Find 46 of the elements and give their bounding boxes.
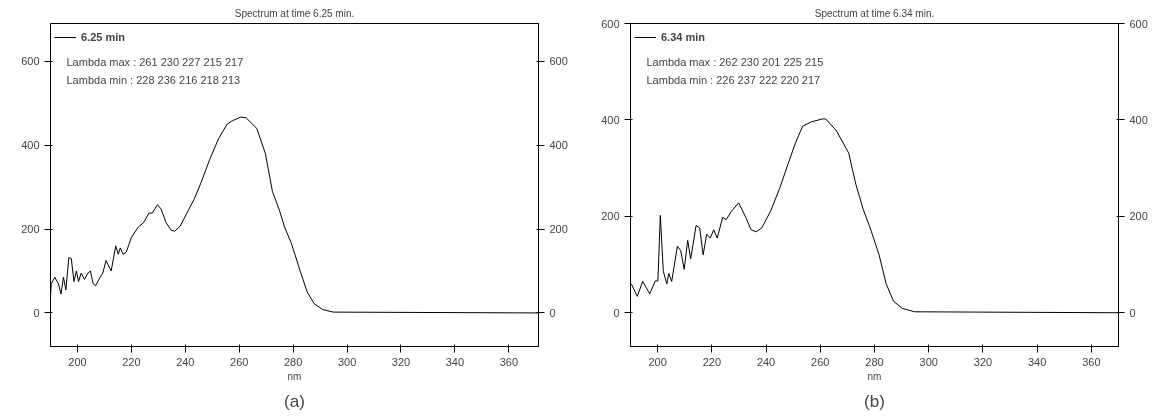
annotation: Lambda max : 261 230 227 215 217 [66, 56, 244, 69]
y2-tick-label: 0 [1129, 306, 1136, 319]
x-tick-label: 220 [122, 355, 141, 368]
y2-tick-label: 200 [1129, 210, 1148, 223]
annotation: Lambda max : 262 230 201 225 215 [646, 56, 824, 69]
x-tick-label: 300 [919, 355, 938, 368]
y2-tick-label: 600 [1129, 17, 1148, 30]
x-tick-label: 320 [391, 355, 411, 368]
chart-title: Spectrum at time 6.25 min. [234, 7, 355, 19]
x-tick-label: 360 [1082, 355, 1101, 368]
y-tick-label: 600 [21, 55, 40, 68]
x-axis-title: nm [867, 370, 882, 382]
x-tick-label: 200 [68, 355, 87, 368]
y-tick-label: 400 [601, 113, 620, 126]
x-tick-label: 360 [499, 355, 519, 368]
annotation: Lambda min : 226 237 222 220 217 [646, 74, 821, 87]
x-tick-label: 200 [648, 355, 667, 368]
x-tick-label: 260 [811, 355, 830, 368]
text: (b) [864, 391, 885, 411]
x-tick-label: 300 [337, 355, 357, 368]
x-tick-label: 340 [445, 355, 465, 368]
y-tick-label: 0 [613, 306, 620, 319]
x-tick-label: 240 [176, 355, 195, 368]
y2-tick-label: 600 [549, 55, 568, 68]
x-tick-label: 220 [702, 355, 722, 368]
x-tick-label: 240 [756, 355, 776, 368]
annotation: Lambda min : 228 236 216 218 213 [66, 74, 241, 87]
y-tick-label: 400 [21, 139, 40, 152]
y2-tick-label: 400 [549, 139, 568, 152]
y-tick-label: 600 [601, 17, 620, 30]
x-tick-label: 320 [973, 355, 993, 368]
x-tick-label: 280 [865, 355, 884, 368]
y2-tick-label: 0 [549, 306, 556, 319]
y2-tick-label: 200 [549, 223, 568, 236]
text: (a) [284, 391, 305, 411]
x-tick-label: 280 [283, 355, 303, 368]
legend-label: 6.34 min [661, 31, 706, 43]
x-tick-label: 340 [1027, 355, 1047, 368]
y-tick-label: 0 [33, 306, 40, 319]
x-tick-label: 260 [230, 355, 249, 368]
chart-title: Spectrum at time 6.34 min. [814, 7, 935, 19]
x-axis-title: nm [287, 370, 302, 382]
legend-label: 6.25 min [81, 31, 126, 43]
y2-tick-label: 400 [1129, 113, 1148, 126]
y-tick-label: 200 [21, 223, 40, 236]
y-tick-label: 200 [601, 210, 620, 223]
